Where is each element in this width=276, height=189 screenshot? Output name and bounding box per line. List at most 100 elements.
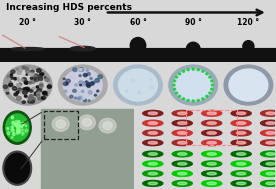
Circle shape — [173, 88, 176, 90]
Circle shape — [237, 172, 246, 175]
Ellipse shape — [70, 46, 95, 51]
Circle shape — [231, 110, 251, 116]
Bar — [186, 110, 237, 146]
Circle shape — [15, 123, 17, 126]
Circle shape — [7, 81, 9, 82]
Ellipse shape — [11, 47, 44, 50]
Circle shape — [4, 85, 9, 90]
Circle shape — [43, 91, 47, 95]
Circle shape — [182, 70, 185, 72]
Circle shape — [21, 125, 23, 128]
Circle shape — [12, 121, 14, 124]
Circle shape — [39, 82, 43, 85]
Circle shape — [24, 81, 28, 84]
Circle shape — [17, 84, 19, 85]
Circle shape — [78, 96, 82, 99]
Circle shape — [39, 84, 43, 87]
Circle shape — [29, 82, 31, 84]
Circle shape — [143, 110, 163, 116]
Circle shape — [78, 97, 80, 99]
Circle shape — [266, 153, 275, 155]
Circle shape — [64, 90, 67, 92]
Circle shape — [6, 114, 29, 141]
Circle shape — [87, 73, 90, 75]
Circle shape — [15, 124, 17, 127]
Circle shape — [182, 98, 185, 100]
Circle shape — [11, 126, 13, 128]
Circle shape — [237, 122, 246, 125]
Circle shape — [173, 80, 176, 82]
Circle shape — [25, 82, 27, 83]
Circle shape — [92, 81, 95, 84]
Text: 60 °: 60 ° — [129, 18, 147, 27]
Circle shape — [31, 98, 35, 102]
Circle shape — [30, 77, 33, 80]
Circle shape — [36, 92, 41, 96]
Circle shape — [78, 68, 83, 71]
Circle shape — [237, 132, 246, 134]
Circle shape — [23, 88, 27, 91]
Circle shape — [63, 82, 68, 86]
Circle shape — [125, 90, 128, 92]
Circle shape — [206, 95, 208, 97]
Circle shape — [94, 94, 97, 96]
Circle shape — [148, 182, 158, 185]
Circle shape — [25, 87, 28, 89]
Circle shape — [150, 86, 154, 89]
Circle shape — [73, 68, 77, 71]
Circle shape — [177, 153, 187, 155]
Circle shape — [197, 69, 199, 71]
Circle shape — [39, 84, 44, 88]
Bar — [110, 50, 166, 62]
Circle shape — [74, 97, 77, 99]
Circle shape — [202, 70, 204, 72]
Circle shape — [45, 78, 49, 81]
Circle shape — [4, 152, 31, 184]
Circle shape — [73, 89, 76, 92]
Circle shape — [25, 90, 28, 93]
Circle shape — [82, 118, 92, 126]
Circle shape — [32, 98, 36, 101]
Circle shape — [41, 96, 46, 100]
Circle shape — [78, 97, 81, 100]
Circle shape — [209, 92, 211, 94]
Circle shape — [148, 172, 158, 175]
Circle shape — [80, 68, 84, 71]
Circle shape — [66, 83, 68, 85]
Circle shape — [8, 69, 47, 101]
Circle shape — [39, 78, 41, 80]
Circle shape — [42, 97, 44, 99]
Circle shape — [47, 85, 51, 88]
Circle shape — [266, 132, 275, 134]
Circle shape — [148, 162, 158, 165]
Circle shape — [202, 151, 222, 157]
Circle shape — [32, 87, 35, 90]
Circle shape — [86, 84, 90, 87]
Circle shape — [261, 171, 276, 177]
Circle shape — [148, 112, 158, 115]
Circle shape — [90, 82, 94, 85]
Bar — [221, 50, 276, 62]
Circle shape — [211, 80, 213, 82]
Circle shape — [17, 71, 21, 74]
Circle shape — [18, 88, 22, 91]
Circle shape — [36, 86, 39, 88]
Circle shape — [95, 79, 99, 82]
Circle shape — [172, 180, 192, 186]
Circle shape — [20, 91, 22, 93]
Circle shape — [39, 98, 42, 100]
Circle shape — [15, 123, 18, 127]
Circle shape — [26, 87, 30, 90]
Circle shape — [18, 83, 22, 85]
Circle shape — [202, 171, 222, 177]
Circle shape — [22, 124, 24, 126]
Circle shape — [138, 92, 140, 93]
Circle shape — [21, 132, 24, 135]
Circle shape — [79, 96, 81, 98]
Circle shape — [28, 96, 33, 100]
Circle shape — [243, 41, 254, 52]
Circle shape — [11, 70, 15, 74]
Circle shape — [13, 86, 15, 87]
Circle shape — [36, 94, 40, 98]
Circle shape — [16, 125, 18, 127]
